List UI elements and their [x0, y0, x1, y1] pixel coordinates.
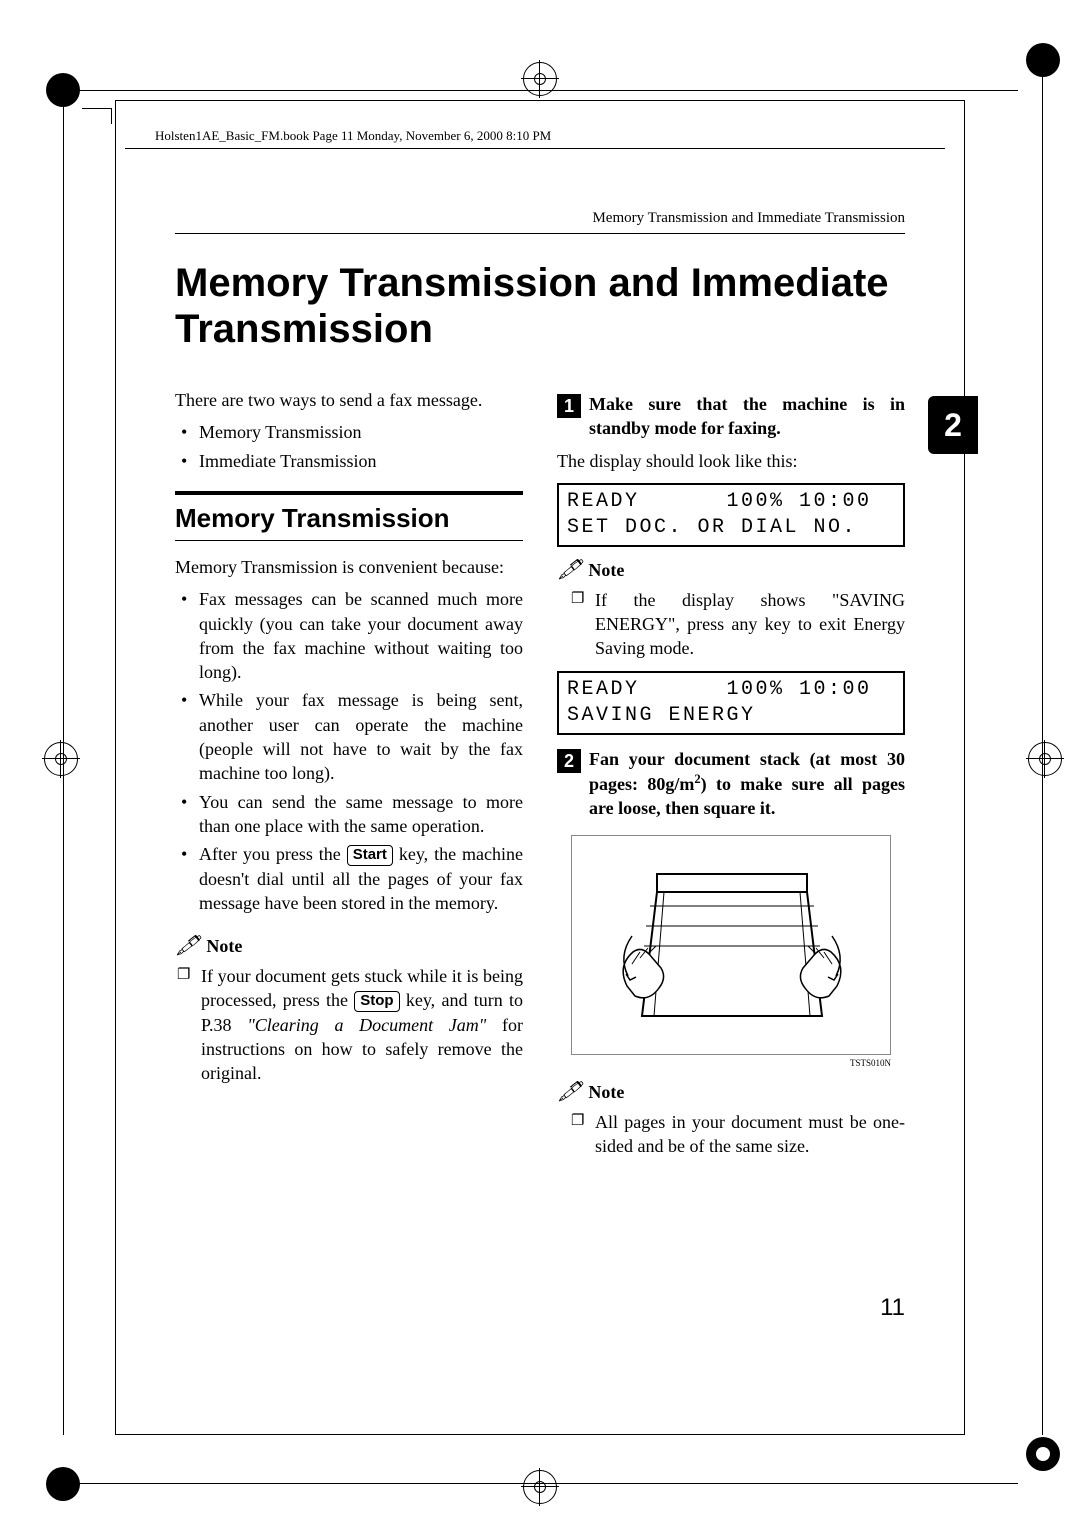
note-label-r2: Note [588, 1080, 624, 1104]
reason-3: You can send the same message to more th… [179, 790, 523, 839]
ways-list: Memory Transmission Immediate Transmissi… [179, 420, 523, 473]
lead-text: Memory Transmission is convenient becaus… [175, 555, 523, 579]
lcd2-line2: SAVING ENERGY [567, 704, 756, 727]
step-1: 1 Make sure that the machine is in stand… [557, 392, 905, 441]
way-memory: Memory Transmission [179, 420, 523, 444]
lcd-display-1: READY 100% 10:00 SET DOC. OR DIAL NO. [557, 483, 905, 547]
page-number: 11 [880, 1294, 905, 1322]
running-rule [175, 233, 905, 234]
key-start: Start [347, 845, 393, 866]
step-2: 2 Fan your document stack (at most 30 pa… [557, 747, 905, 821]
step-1-num: 1 [557, 394, 581, 418]
figure-fan-document [571, 835, 891, 1055]
fan-document-svg [572, 836, 892, 1056]
crop-dot-tr [1026, 43, 1060, 77]
reg-target-bottom [521, 1468, 559, 1506]
pencil-icon: 🖋 [557, 1079, 582, 1106]
step-1-after: The display should look like this: [557, 449, 905, 473]
running-head: Memory Transmission and Immediate Transm… [175, 210, 905, 227]
intro-text: There are two ways to send a fax message… [175, 388, 523, 412]
stub-tl-h [82, 108, 112, 109]
pencil-icon: 🖋 [557, 557, 582, 584]
step-1-text: Make sure that the machine is in standby… [589, 392, 905, 441]
note-list-r2: All pages in your document must be one-s… [571, 1110, 905, 1159]
note-label-r1: Note [588, 558, 624, 582]
way-immediate: Immediate Transmission [179, 449, 523, 473]
reg-target-right [1026, 740, 1064, 778]
section-heading: Memory Transmission [175, 501, 523, 536]
reg-target-left [42, 740, 80, 778]
crop-dot-bl [46, 1467, 80, 1501]
page-content: Memory Transmission and Immediate Transm… [175, 210, 905, 1162]
note-item-left: If your document gets stuck while it is … [177, 964, 523, 1085]
note-item-r2: All pages in your document must be one-s… [571, 1110, 905, 1159]
note-left-ital: "Clearing a Document Jam" [247, 1015, 486, 1035]
lcd-display-2: READY 100% 10:00 SAVING ENERGY [557, 671, 905, 735]
lcd1-line1: READY 100% 10:00 [567, 490, 872, 513]
h2-rule-top [175, 491, 523, 495]
h2-rule-bottom [175, 540, 523, 541]
figure-caption: TSTS010N [557, 1057, 905, 1069]
lcd2-line1: READY 100% 10:00 [567, 678, 872, 701]
reason-4-pre: After you press the [199, 844, 347, 864]
frame-bottom [78, 1483, 1018, 1484]
reason-4: After you press the Start key, the machi… [179, 842, 523, 915]
reasons-list: Fax messages can be scanned much more qu… [179, 587, 523, 915]
crop-dot-br [1026, 1437, 1060, 1471]
page-title: Memory Transmission and Immediate Transm… [175, 260, 905, 352]
reason-2: While your fax message is being sent, an… [179, 688, 523, 785]
note-heading-r2: 🖋 Note [557, 1079, 905, 1106]
right-column: 1 Make sure that the machine is in stand… [557, 388, 905, 1162]
note-list-left: If your document gets stuck while it is … [177, 964, 523, 1085]
left-column: There are two ways to send a fax message… [175, 388, 523, 1162]
reg-target-top [521, 60, 559, 98]
book-info: Holsten1AE_Basic_FM.book Page 11 Monday,… [155, 128, 551, 144]
page-title-line1: Memory Transmission and Immediate [175, 261, 889, 305]
key-stop: Stop [354, 991, 399, 1012]
note-heading-r1: 🖋 Note [557, 557, 905, 584]
page-title-line2: Transmission [175, 307, 433, 351]
stub-tl-v [111, 108, 112, 124]
note-label-left: Note [206, 934, 242, 958]
note-item-r1: If the display shows "SAVING ENERGY", pr… [571, 588, 905, 661]
frame-right [1042, 75, 1043, 1435]
pencil-icon: 🖋 [175, 933, 200, 960]
crop-dot-tl [46, 73, 80, 107]
chapter-tab: 2 [928, 396, 978, 454]
lcd1-line2: SET DOC. OR DIAL NO. [567, 516, 857, 539]
reason-1: Fax messages can be scanned much more qu… [179, 587, 523, 684]
note-list-r1: If the display shows "SAVING ENERGY", pr… [571, 588, 905, 661]
note-heading-left: 🖋 Note [175, 933, 523, 960]
frame-left [63, 105, 64, 1435]
book-info-rule [125, 148, 945, 149]
frame-top [78, 90, 1018, 91]
step-2-num: 2 [557, 749, 581, 773]
step-2-text: Fan your document stack (at most 30 page… [589, 747, 905, 821]
